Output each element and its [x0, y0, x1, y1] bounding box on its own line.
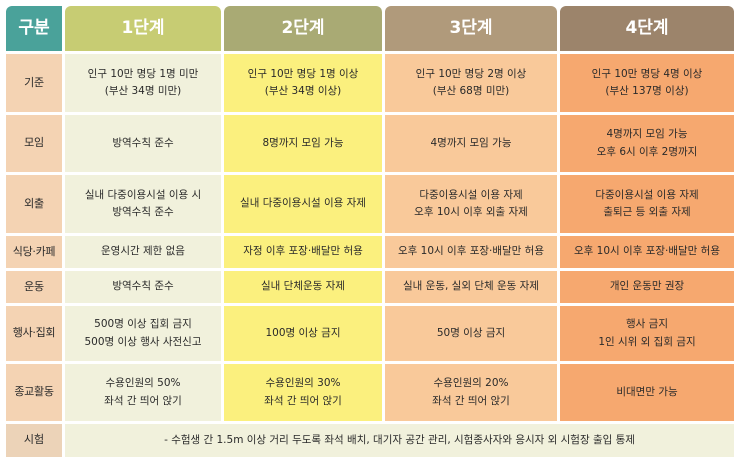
stage-4-cell: 개인 운동만 권장 [560, 271, 734, 303]
row-label: 운동 [6, 271, 62, 303]
cell-line: (부산 34명 미만) [104, 85, 182, 97]
row-label: 종교활동 [6, 364, 62, 421]
cell-line: 100명 이상 금지 [265, 326, 341, 339]
cell-line: 출퇴근 등 외출 자제 [603, 206, 691, 218]
cell-line: (부산 137명 이상) [605, 85, 689, 97]
cell-line: 실내 단체운동 자제 [261, 280, 345, 293]
cell-line: 방역수칙 준수 [112, 206, 174, 218]
stage-3-cell: 4명까지 모임 가능 [385, 115, 557, 172]
stage-1-cell: 수용인원의 50% 좌석 간 띄어 앉기 [65, 364, 221, 421]
stage-1-cell: 운영시간 제한 없음 [65, 236, 221, 268]
header-stage-4: 4단계 [560, 6, 734, 51]
cell-line: 운영시간 제한 없음 [101, 245, 185, 258]
distancing-table: 구분 1단계 2단계 3단계 4단계 기준 인구 10만 명당 1명 미만 (부산 … [6, 6, 734, 457]
stage-4-cell: 오후 10시 이후 포장·배달만 허용 [560, 236, 734, 268]
cell-line: 50명 이상 금지 [436, 326, 506, 339]
stage-3-cell: 인구 10만 명당 2명 이상 (부산 68명 미만) [385, 54, 557, 112]
exam-guideline: - 수험생 간 1.5m 이상 거리 두도록 좌석 배치, 대기자 공간 관리,… [65, 424, 734, 457]
cell-line: 인구 10만 명당 2명 이상 [415, 67, 527, 80]
cell-line: 비대면만 가능 [616, 385, 678, 398]
cell-line: 인구 10만 명당 4명 이상 [591, 67, 703, 80]
cell-line: 오후 10시 이후 포장·배달만 허용 [574, 245, 720, 258]
row-label: 행사·집회 [6, 306, 62, 361]
cell-line: (부산 34명 이상) [264, 85, 342, 97]
stage-2-cell: 실내 단체운동 자제 [224, 271, 382, 303]
cell-line: 방역수칙 준수 [112, 280, 174, 293]
cell-line: 8명까지 모임 가능 [262, 136, 344, 149]
cell-line: 4명까지 모임 가능 [430, 136, 512, 149]
stage-1-cell: 방역수칙 준수 [65, 271, 221, 303]
stage-3-cell: 실내 운동, 실외 단체 운동 자제 [385, 271, 557, 303]
cell-line: 수용인원의 50% [105, 377, 181, 390]
row-label: 모임 [6, 115, 62, 172]
header-stage-1: 1단계 [65, 6, 221, 51]
stage-2-cell: 8명까지 모임 가능 [224, 115, 382, 172]
stage-2-cell: 인구 10만 명당 1명 이상 (부산 34명 이상) [224, 54, 382, 112]
stage-2-cell: 실내 다중이용시설 이용 자제 [224, 175, 382, 233]
cell-line: 오후 10시 이후 포장·배달만 허용 [398, 245, 544, 258]
stage-3-cell: 수용인원의 20% 좌석 간 띄어 앉기 [385, 364, 557, 421]
stage-1-cell: 방역수칙 준수 [65, 115, 221, 172]
cell-line: 좌석 간 띄어 앉기 [104, 394, 182, 407]
cell-line: 수용인원의 30% [265, 377, 341, 390]
cell-line: 4명까지 모임 가능 [606, 128, 688, 141]
cell-line: 인구 10만 명당 1명 이상 [247, 67, 359, 80]
cell-line: 수용인원의 20% [433, 377, 509, 390]
cell-line: 실내 운동, 실외 단체 운동 자제 [403, 280, 539, 293]
header-stage-3: 3단계 [385, 6, 557, 51]
row-label: 외출 [6, 175, 62, 233]
header-category: 구분 [6, 6, 62, 51]
stage-2-cell: 자정 이후 포장·배달만 허용 [224, 236, 382, 268]
cell-line: 자정 이후 포장·배달만 허용 [243, 245, 363, 258]
cell-line: 오후 10시 이후 외출 자제 [414, 206, 528, 218]
stage-2-cell: 수용인원의 30% 좌석 간 띄어 앉기 [224, 364, 382, 421]
cell-line: 인구 10만 명당 1명 미만 [87, 67, 199, 80]
cell-line: 좌석 간 띄어 앉기 [432, 394, 510, 407]
cell-line: 다중이용시설 이용 자제 [419, 188, 523, 201]
stage-1-cell: 500명 이상 집회 금지 500명 이상 행사 사전신고 [65, 306, 221, 361]
cell-line: 행사 금지 [626, 318, 668, 331]
row-label: 식당·카페 [6, 236, 62, 268]
cell-line: 실내 다중이용시설 이용 시 [84, 188, 202, 201]
cell-line: 1인 시위 외 집회 금지 [598, 335, 696, 348]
cell-line: 다중이용시설 이용 자제 [595, 188, 699, 201]
cell-line: 500명 이상 행사 사전신고 [84, 335, 202, 348]
stage-4-cell: 인구 10만 명당 4명 이상 (부산 137명 이상) [560, 54, 734, 112]
stage-4-cell: 행사 금지 1인 시위 외 집회 금지 [560, 306, 734, 361]
cell-line: (부산 68명 미만) [432, 85, 510, 97]
cell-line: 오후 6시 이후 2명까지 [596, 145, 698, 158]
cell-line: 방역수칙 준수 [112, 136, 174, 149]
cell-line: 개인 운동만 권장 [609, 280, 685, 293]
stage-3-cell: 오후 10시 이후 포장·배달만 허용 [385, 236, 557, 268]
stage-3-cell: 50명 이상 금지 [385, 306, 557, 361]
row-label: 기준 [6, 54, 62, 112]
cell-line: 좌석 간 띄어 앉기 [264, 394, 342, 407]
stage-4-cell: 비대면만 가능 [560, 364, 734, 421]
cell-line: 실내 다중이용시설 이용 자제 [240, 197, 366, 210]
row-label-exam: 시험 [6, 424, 62, 457]
stage-1-cell: 인구 10만 명당 1명 미만 (부산 34명 미만) [65, 54, 221, 112]
stage-2-cell: 100명 이상 금지 [224, 306, 382, 361]
header-stage-2: 2단계 [224, 6, 382, 51]
cell-line: 500명 이상 집회 금지 [94, 318, 192, 331]
